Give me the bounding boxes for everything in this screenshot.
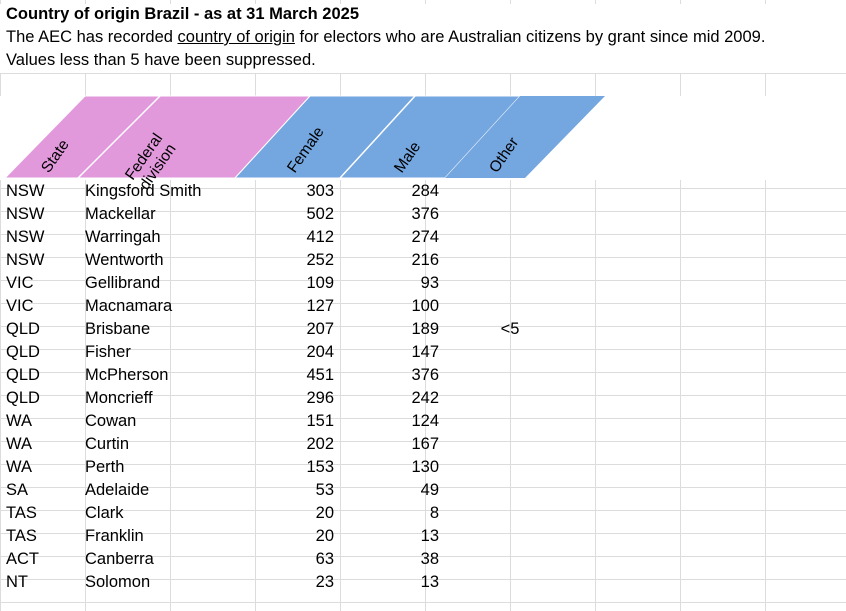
division-cell: Gellibrand (85, 274, 161, 292)
male-cell: 38 (420, 550, 439, 568)
state-cell: NSW (6, 205, 45, 223)
state-cell: NSW (6, 251, 45, 269)
female-cell: 303 (306, 182, 334, 200)
state-cell: WA (6, 458, 32, 476)
division-cell: McPherson (85, 366, 169, 384)
state-cell: VIC (6, 297, 34, 315)
male-cell: 189 (411, 320, 439, 338)
female-cell: 204 (306, 343, 334, 361)
state-cell: TAS (6, 504, 37, 522)
female-cell: 63 (315, 550, 334, 568)
male-cell: 147 (411, 343, 439, 361)
division-cell: Canberra (85, 550, 154, 568)
division-cell: Mackellar (85, 205, 156, 223)
state-cell: TAS (6, 527, 37, 545)
female-cell: 109 (306, 274, 334, 292)
other-cell: <5 (500, 320, 520, 338)
division-cell: Solomon (85, 573, 151, 591)
state-cell: QLD (6, 366, 40, 384)
division-cell: Perth (85, 458, 125, 476)
note: Values less than 5 have been suppressed. (6, 51, 316, 69)
male-cell: 284 (411, 182, 439, 200)
state-cell: QLD (6, 389, 40, 407)
male-cell: 93 (420, 274, 439, 292)
female-cell: 53 (315, 481, 334, 499)
male-cell: 13 (420, 573, 439, 591)
state-cell: VIC (6, 274, 34, 292)
male-cell: 49 (420, 481, 439, 499)
female-cell: 502 (306, 205, 334, 223)
female-cell: 23 (315, 573, 334, 591)
division-cell: Curtin (85, 435, 130, 453)
division-cell: Macnamara (85, 297, 173, 315)
female-cell: 451 (306, 366, 334, 384)
state-cell: NSW (6, 228, 45, 246)
female-cell: 127 (306, 297, 334, 315)
female-cell: 252 (306, 251, 334, 269)
sheet-title: Country of origin Brazil - as at 31 Marc… (6, 5, 360, 23)
division-cell: Wentworth (85, 251, 164, 269)
male-cell: 376 (411, 205, 439, 223)
state-cell: NT (6, 573, 28, 591)
state-cell: WA (6, 412, 32, 430)
male-cell: 167 (411, 435, 439, 453)
description-text: for electors who are Australian citizens… (294, 28, 766, 46)
state-cell: WA (6, 435, 32, 453)
female-cell: 296 (306, 389, 334, 407)
male-cell: 124 (411, 412, 439, 430)
male-cell: 13 (420, 527, 439, 545)
female-cell: 207 (306, 320, 334, 338)
header-dividers (77, 95, 416, 179)
division-cell: Warringah (85, 228, 161, 246)
male-cell: 242 (411, 389, 439, 407)
male-cell: 274 (411, 228, 439, 246)
state-cell: QLD (6, 343, 40, 361)
male-cell: 100 (411, 297, 439, 315)
header-bg-blue (445, 96, 605, 178)
female-cell: 20 (315, 504, 334, 522)
division-cell: Franklin (85, 527, 144, 545)
division-cell: Cowan (85, 412, 137, 430)
division-cell: Adelaide (85, 481, 150, 499)
division-cell: Brisbane (85, 320, 151, 338)
male-cell: 8 (429, 504, 439, 522)
female-cell: 412 (306, 228, 334, 246)
male-cell: 216 (411, 251, 439, 269)
division-cell: Fisher (85, 343, 131, 361)
division-cell: Kingsford Smith (85, 182, 202, 200)
description-text: The AEC has recorded (6, 28, 178, 46)
state-cell: ACT (6, 550, 39, 568)
female-cell: 151 (306, 412, 334, 430)
state-cell: QLD (6, 320, 40, 338)
division-cell: Clark (85, 504, 124, 522)
description: The AEC has recorded country of origin f… (6, 28, 765, 47)
state-cell: NSW (6, 182, 45, 200)
description-link[interactable]: country of origin (177, 28, 295, 46)
state-cell: SA (6, 481, 29, 499)
female-cell: 202 (306, 435, 334, 453)
header-block (0, 4, 846, 73)
male-cell: 130 (411, 458, 439, 476)
female-cell: 153 (306, 458, 334, 476)
division-cell: Moncrieff (85, 389, 153, 407)
female-cell: 20 (315, 527, 334, 545)
male-cell: 376 (411, 366, 439, 384)
